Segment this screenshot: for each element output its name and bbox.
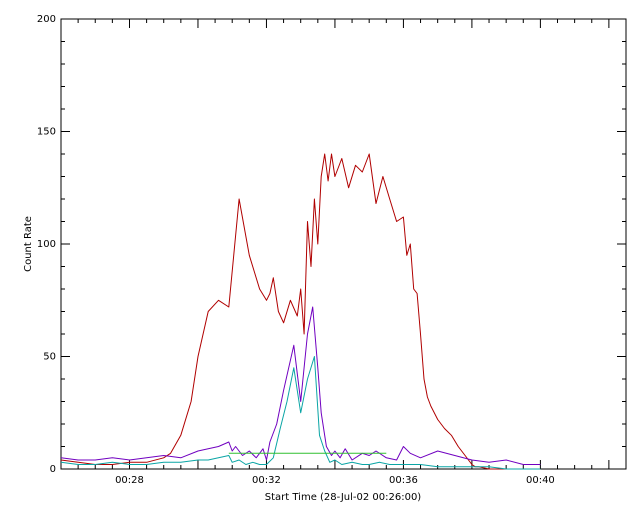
ticks-layer [60, 18, 627, 470]
series-line-1 [60, 153, 541, 470]
series-line-2 [60, 306, 541, 465]
y-tick-label: 50 [43, 352, 56, 363]
labels-layer: 0 50 100 150 200 00:28 00:32 00:36 00:40 [37, 14, 555, 486]
x-tick-label: 00:28 [115, 475, 144, 486]
y-tick-label: 200 [37, 14, 56, 25]
x-tick-label: 00:40 [526, 475, 555, 486]
y-tick-label: 150 [37, 127, 56, 138]
x-axis-title: Start Time (28-Jul-02 00:26:00) [265, 492, 422, 503]
y-tick-label: 0 [50, 464, 56, 475]
x-tick-label: 00:36 [389, 475, 418, 486]
y-tick-label: 100 [37, 239, 56, 250]
series-line-3 [60, 356, 541, 470]
plot-frame [60, 18, 627, 470]
x-tick-label: 00:32 [252, 475, 281, 486]
y-axis-title: Count Rate [23, 216, 34, 272]
series-layer [60, 153, 541, 470]
